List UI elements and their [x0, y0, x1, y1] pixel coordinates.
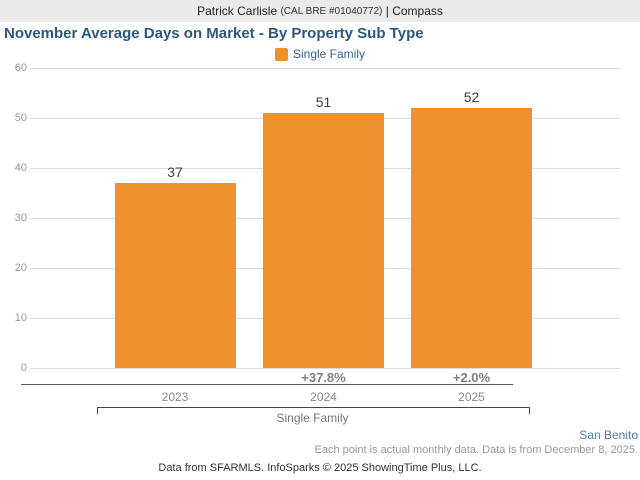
brand-name: Compass	[392, 4, 443, 18]
x-tick-label-2024: 2024	[310, 390, 337, 404]
legend-label: Single Family	[292, 47, 366, 61]
gridline-0	[30, 368, 620, 369]
bar-2025[interactable]	[411, 108, 532, 368]
separator: |	[385, 4, 389, 18]
data-note: Each point is actual monthly data. Data …	[314, 444, 638, 456]
region-label[interactable]: San Benito	[579, 428, 638, 442]
y-tick-label-50: 50	[14, 112, 27, 124]
gridline-60	[30, 68, 620, 69]
legend-swatch-single-family	[274, 47, 288, 61]
agent-license: (CAL BRE #01040772)	[280, 5, 383, 17]
y-tick-label-0: 0	[20, 362, 27, 374]
bar-value-2024: 51	[315, 94, 332, 110]
bar-2023[interactable]	[114, 183, 236, 368]
y-tick-label-40: 40	[14, 162, 27, 174]
x-axis-line	[21, 384, 513, 385]
chart-legend[interactable]: Single Family	[0, 46, 640, 62]
chart-title: November Average Days on Market - By Pro…	[4, 25, 424, 42]
x-tick-label-2025: 2025	[458, 390, 485, 404]
x-tick-label-2023: 2023	[161, 390, 189, 404]
pct-change-2024: +37.8%	[301, 370, 346, 385]
y-tick-label-10: 10	[14, 312, 27, 324]
pct-change-2025: +2.0%	[452, 370, 491, 385]
y-tick-label-20: 20	[14, 262, 27, 274]
bar-value-2023: 37	[167, 164, 183, 180]
bar-2024[interactable]	[263, 113, 384, 368]
y-tick-label-30: 30	[14, 212, 27, 224]
agent-name: Patrick Carlisle	[197, 4, 278, 18]
agent-header: Patrick Carlisle (CAL BRE #01040772) | C…	[0, 0, 640, 22]
category-group-bracket	[97, 407, 530, 414]
bar-value-2025: 52	[463, 89, 480, 105]
y-tick-label-60: 60	[14, 62, 27, 74]
attribution-text: Data from SFARMLS. InfoSparks © 2025 Sho…	[158, 462, 482, 474]
category-group-label: Single Family	[276, 411, 349, 425]
